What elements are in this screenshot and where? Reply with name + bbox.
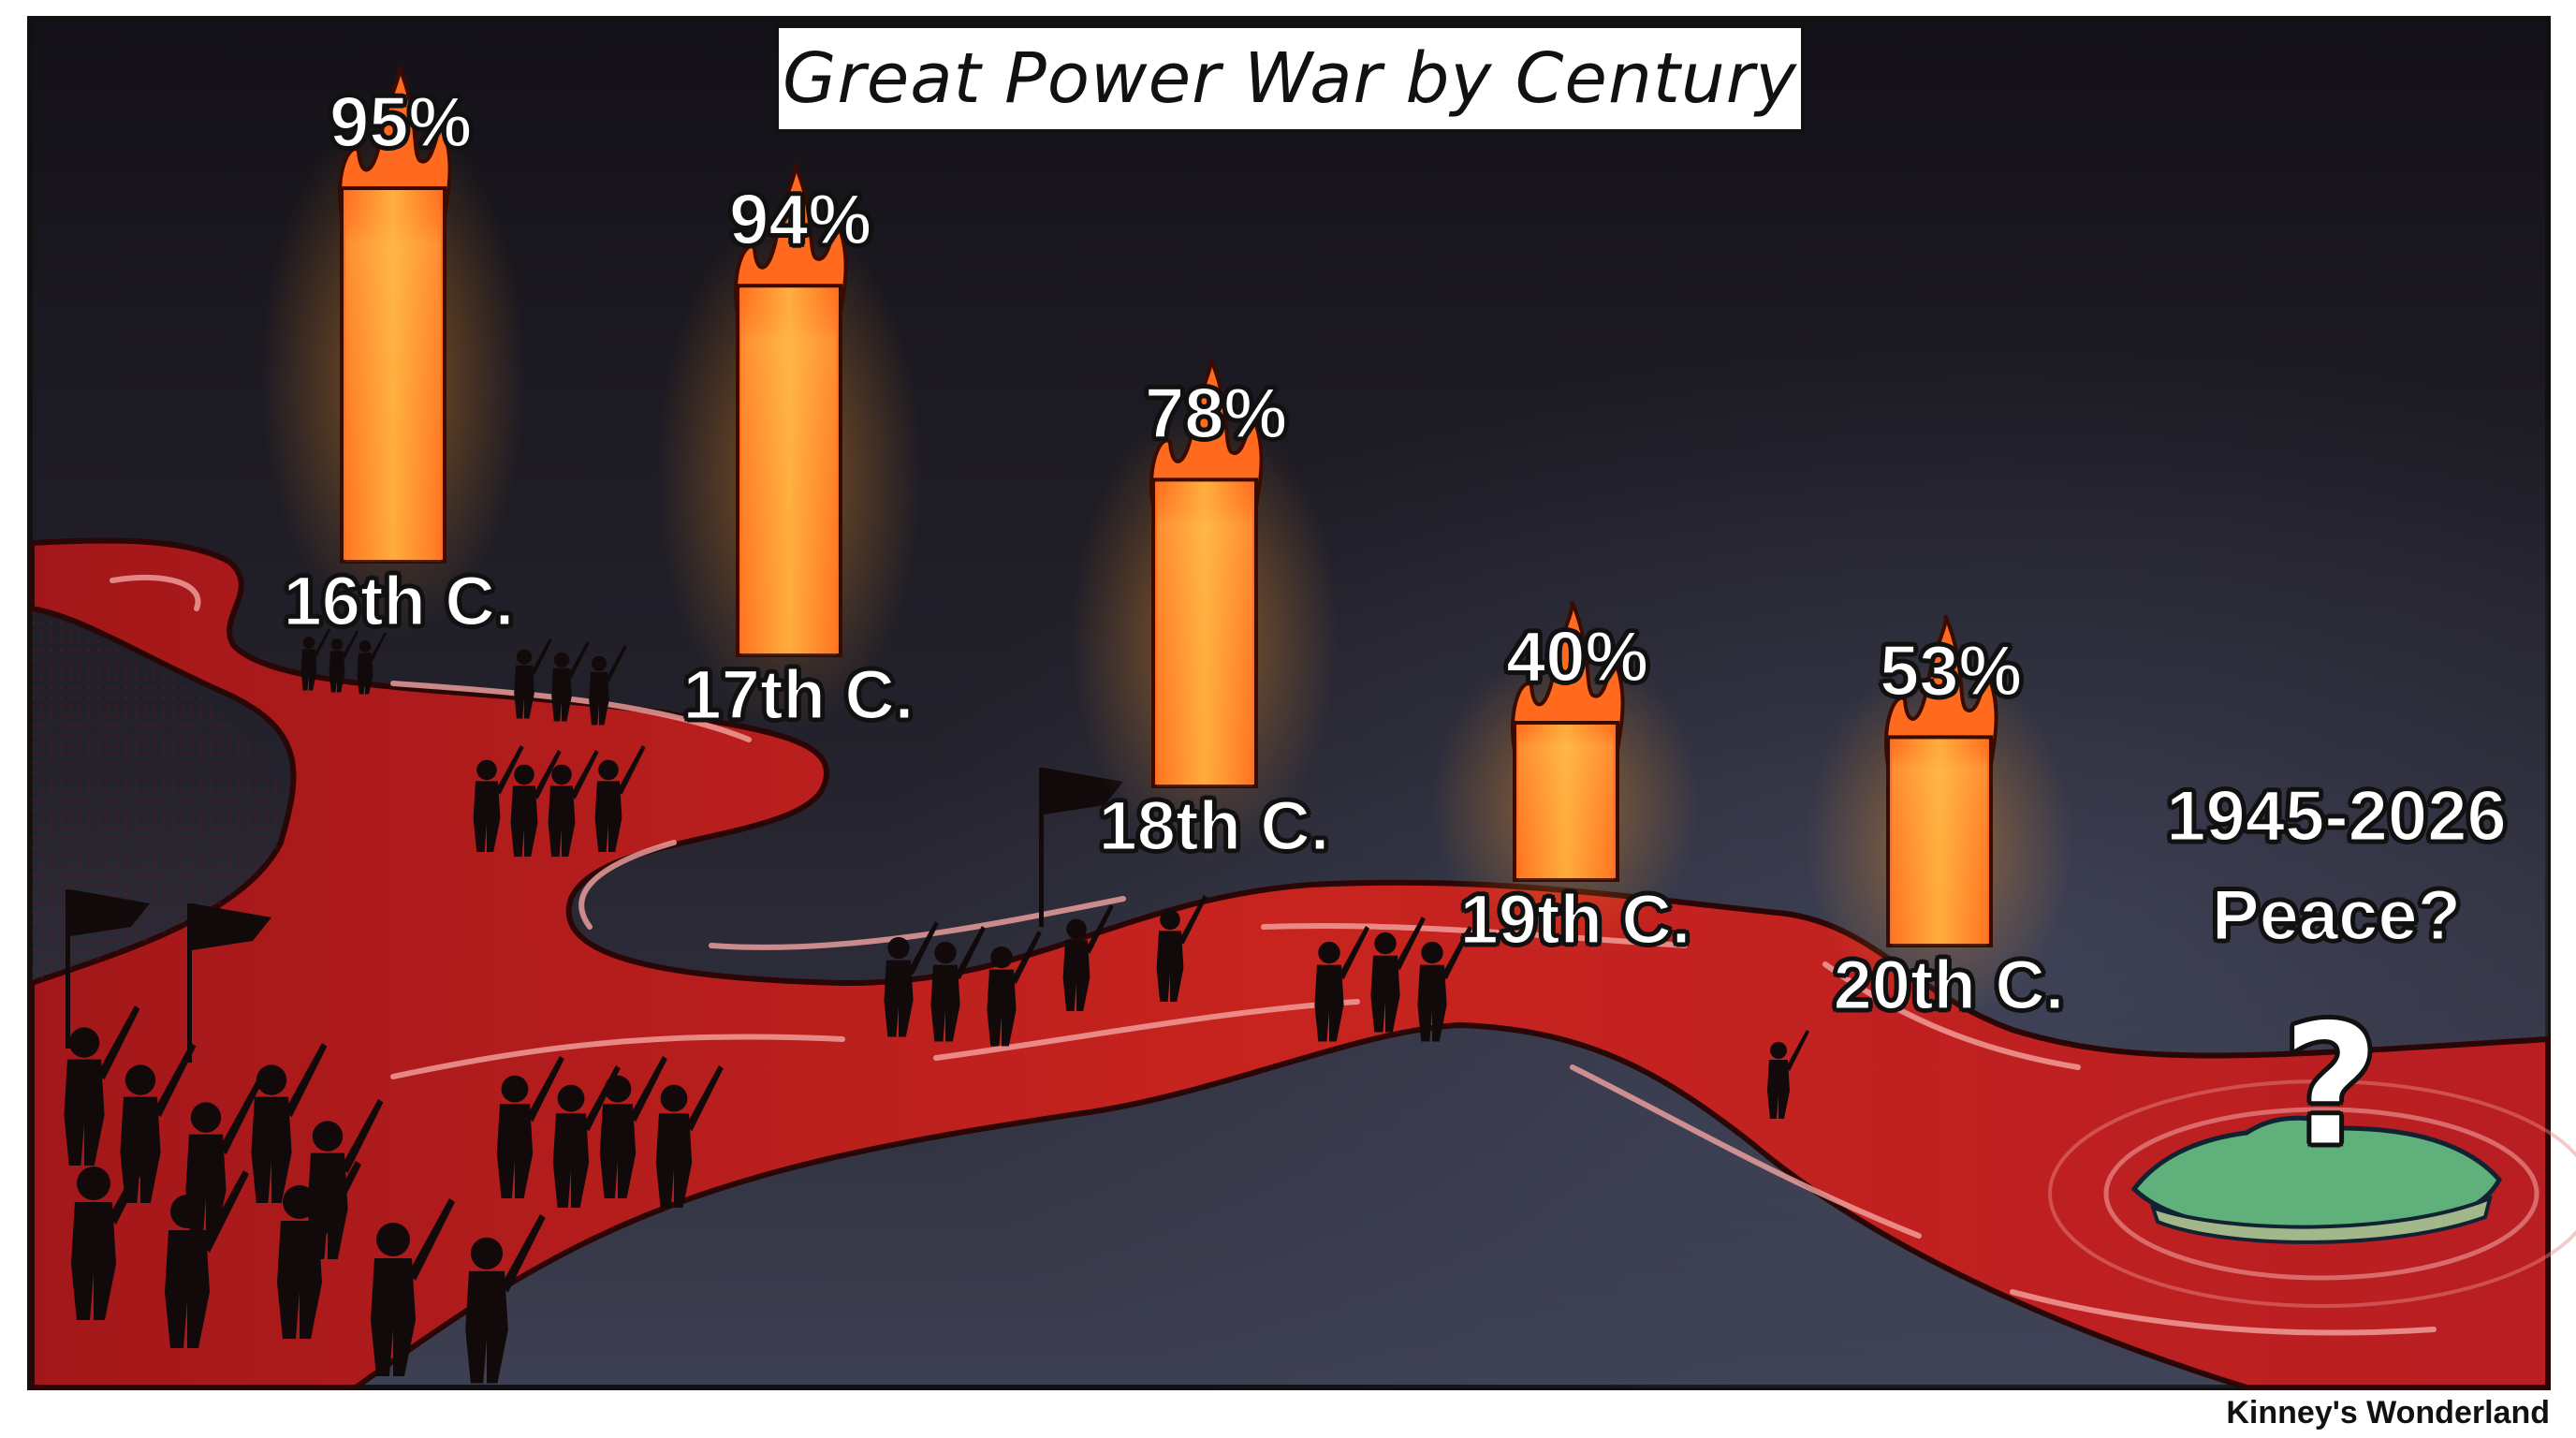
flag-icon [187,903,271,1063]
soldier-silhouette [514,638,552,719]
soldier-silhouette [64,1005,140,1166]
soldier-silhouette [300,628,331,691]
soldier-silhouette [930,926,986,1042]
soldier-silhouette [277,1161,361,1339]
title-box: Great Power War by Century [775,24,1805,133]
bar-shade-4 [1518,723,1614,880]
soldier-silhouette [510,750,562,857]
soldier-silhouette [655,1065,724,1208]
bar-shade-1 [345,188,441,562]
soldier-silhouette [120,1043,197,1203]
soldier-silhouette [165,1170,249,1348]
value-label-1: 95% [329,82,473,164]
soldier-silhouette [987,931,1042,1047]
value-label-4: 40% [1505,617,1649,698]
soldier-silhouette [1767,1030,1809,1119]
soldier-silhouette [307,1099,384,1259]
soldier-silhouette [251,1043,328,1203]
question-mark-icon: ? [2281,988,2380,1185]
peace-period-label: 1945-2026 [2165,775,2507,857]
soldier-silhouette [1417,926,1472,1042]
flame-bars [259,66,2073,1020]
category-label-2: 17th C. [682,655,915,735]
value-label-3: 78% [1144,374,1288,455]
island [2048,1079,2576,1308]
soldier-silhouette [371,1198,455,1376]
category-label-3: 18th C. [1098,786,1331,866]
soldier-silhouette [1156,895,1208,1002]
soldier-silhouette [1314,926,1369,1042]
soldier-silhouette [594,745,646,852]
soldier-silhouette [548,750,599,857]
soldier-silhouette [71,1142,155,1320]
bar-flame-3 [1149,357,1264,510]
soldier-silhouette [599,1056,667,1198]
category-label-4: 19th C. [1459,880,1692,960]
credit-label: Kinney's Wonderland [2226,1395,2550,1431]
bar-shade-2 [741,286,837,655]
soldier-silhouette [884,921,939,1037]
bar-flame-1 [338,66,452,218]
bar-flame-5 [1884,614,1998,768]
soldier-silhouette [1370,917,1426,1033]
soldier-silhouette [473,745,524,852]
value-label-2: 94% [728,180,872,261]
soldier-silhouette [465,1214,546,1384]
bar-shade-5 [1892,737,1987,946]
bar-flame-2 [734,163,848,316]
soldier-silhouette [1062,904,1114,1011]
chart-title: Great Power War by Century [782,38,1797,119]
value-label-5: 53% [1879,631,2023,712]
peace-question-label: Peace? [2211,874,2462,956]
soldier-silhouette [496,1056,564,1198]
bar-flame-4 [1511,600,1625,753]
flag-icon [66,889,150,1049]
soldier-silhouette [329,630,359,693]
category-label-5: 20th C. [1833,946,2066,1025]
bar-shade-3 [1157,479,1252,786]
soldier-silhouette [551,641,590,722]
soldier-silhouette [357,632,388,695]
category-label-1: 16th C. [283,562,516,641]
soldier-silhouettes [64,628,1809,1384]
soldier-silhouette [589,645,627,726]
